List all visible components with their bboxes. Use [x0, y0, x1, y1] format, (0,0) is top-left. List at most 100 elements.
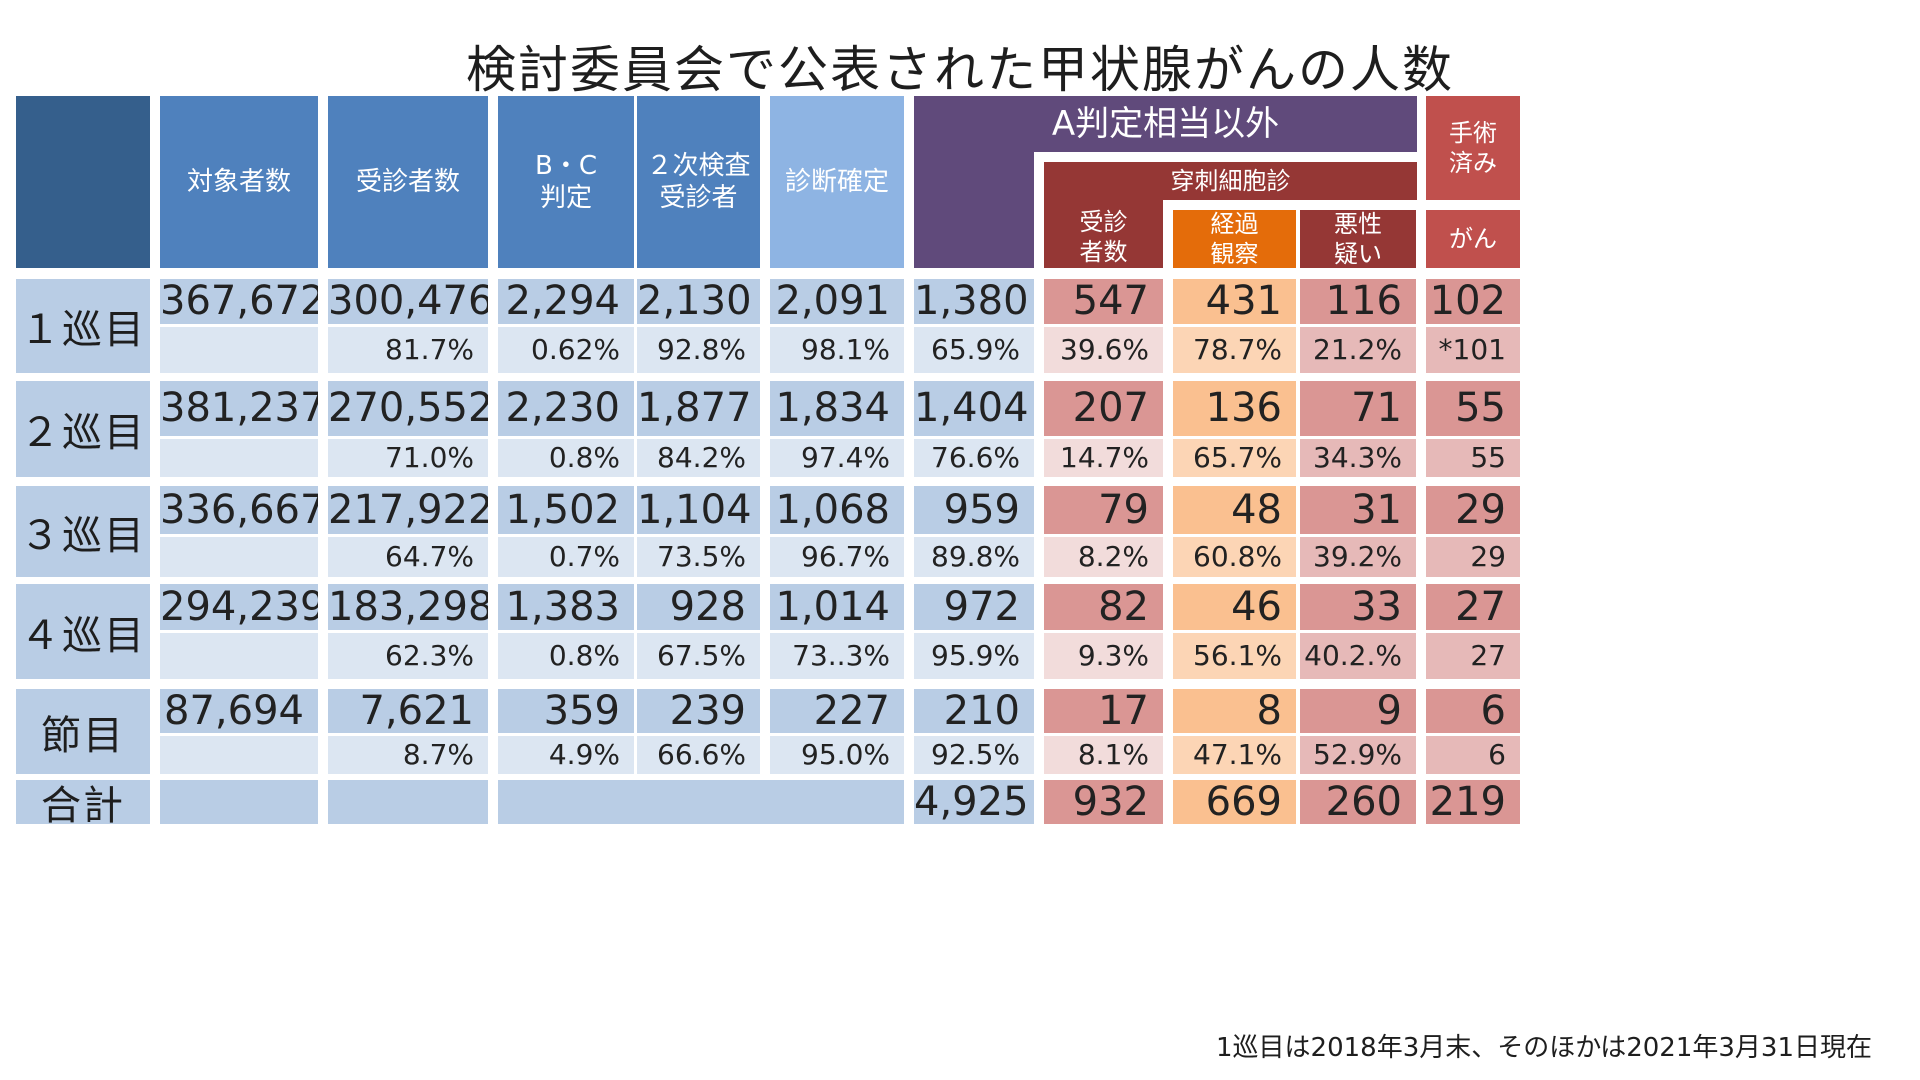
- header-second: ２次検査 受診者: [637, 96, 760, 268]
- rate-cell: 76.6%: [914, 439, 1034, 477]
- rate-cell: [160, 439, 318, 477]
- count-cell: 7,621: [328, 689, 488, 733]
- count-cell: 239: [637, 689, 760, 733]
- count-cell: 359: [498, 689, 634, 733]
- count-cell: 31: [1300, 486, 1416, 534]
- row-label: ３巡目: [16, 486, 150, 577]
- total-cell: 4,925: [914, 780, 1034, 824]
- header-observation: 経過 観察: [1173, 210, 1296, 268]
- count-cell: 294,239: [160, 584, 318, 630]
- total-cell: 669: [1173, 780, 1296, 824]
- rate-cell: 39.2%: [1300, 537, 1416, 577]
- header-surgery: 手術 済み: [1426, 96, 1520, 200]
- rate-cell: 96.7%: [770, 537, 904, 577]
- header-observation-label: 経過 観察: [1210, 210, 1259, 268]
- header-non-a-label: A判定相当以外: [1051, 103, 1280, 144]
- rate-cell: 73.5%: [637, 537, 760, 577]
- header-malignant-label: 悪性 疑い: [1334, 210, 1382, 268]
- rate-cell: 6: [1426, 736, 1520, 774]
- count-cell: 431: [1173, 279, 1296, 324]
- rate-cell: 67.5%: [637, 633, 760, 679]
- count-cell: 207: [1044, 381, 1163, 436]
- header-fna-band: [1044, 162, 1417, 200]
- rate-cell: 65.9%: [914, 327, 1034, 373]
- rate-cell: 39.6%: [1044, 327, 1163, 373]
- rate-cell: 95.0%: [770, 736, 904, 774]
- count-cell: 1,104: [637, 486, 760, 534]
- rate-cell: 78.7%: [1173, 327, 1296, 373]
- rate-cell: 0.8%: [498, 633, 634, 679]
- rate-cell: 52.9%: [1300, 736, 1416, 774]
- header-fna-examined-label: 受診 者数: [1079, 208, 1128, 266]
- count-cell: 27: [1426, 584, 1520, 630]
- header-bc-label: B・C 判定: [535, 150, 597, 214]
- rate-cell: 47.1%: [1173, 736, 1296, 774]
- rate-cell: 81.7%: [328, 327, 488, 373]
- total-cell: 932: [1044, 780, 1163, 824]
- count-cell: 1,834: [770, 381, 904, 436]
- rate-cell: 9.3%: [1044, 633, 1163, 679]
- rate-cell: 73..3%: [770, 633, 904, 679]
- rate-cell: 21.2%: [1300, 327, 1416, 373]
- rate-cell: 92.8%: [637, 327, 760, 373]
- count-cell: 336,667: [160, 486, 318, 534]
- count-cell: 1,877: [637, 381, 760, 436]
- count-cell: 1,380: [914, 279, 1034, 324]
- header-surgery-label: 手術 済み: [1449, 119, 1497, 177]
- count-cell: 1,502: [498, 486, 634, 534]
- rate-cell: 71.0%: [328, 439, 488, 477]
- rate-cell: 0.8%: [498, 439, 634, 477]
- rate-cell: [160, 537, 318, 577]
- total-label: 合計: [16, 780, 150, 824]
- header-diagnosis: 診断確定: [770, 96, 904, 268]
- header-bc: B・C 判定: [498, 96, 634, 268]
- count-cell: 9: [1300, 689, 1416, 733]
- total-cell: 219: [1426, 780, 1520, 824]
- rate-cell: 89.8%: [914, 537, 1034, 577]
- rate-cell: 8.2%: [1044, 537, 1163, 577]
- rate-cell: 62.3%: [328, 633, 488, 679]
- count-cell: 227: [770, 689, 904, 733]
- row-label: 節目: [16, 689, 150, 774]
- count-cell: 972: [914, 584, 1034, 630]
- header-malignant: 悪性 疑い: [1300, 210, 1416, 268]
- rate-cell: 0.7%: [498, 537, 634, 577]
- page-title: 検討委員会で公表された甲状腺がんの人数: [466, 41, 1454, 99]
- count-cell: 8: [1173, 689, 1296, 733]
- total-cell: [160, 780, 318, 824]
- count-cell: 1,404: [914, 381, 1034, 436]
- count-cell: 71: [1300, 381, 1416, 436]
- rate-cell: 60.8%: [1173, 537, 1296, 577]
- rate-cell: 95.9%: [914, 633, 1034, 679]
- count-cell: 82: [1044, 584, 1163, 630]
- row-label: ２巡目: [16, 381, 150, 477]
- row-label: １巡目: [16, 279, 150, 373]
- row-label: ４巡目: [16, 584, 150, 679]
- count-cell: 17: [1044, 689, 1163, 733]
- footnote: 1巡目は2018年3月末、そのほかは2021年3月31日現在: [1215, 1033, 1872, 1063]
- header-non-a-left: [914, 150, 1034, 268]
- corner-header: [16, 96, 150, 268]
- count-cell: 2,130: [637, 279, 760, 324]
- count-cell: 547: [1044, 279, 1163, 324]
- count-cell: 1,383: [498, 584, 634, 630]
- rate-cell: 56.1%: [1173, 633, 1296, 679]
- count-cell: 217,922: [328, 486, 488, 534]
- count-cell: 87,694: [160, 689, 318, 733]
- count-cell: 381,237: [160, 381, 318, 436]
- total-cell: 260: [1300, 780, 1416, 824]
- header-non-a: A判定相当以外: [914, 96, 1417, 152]
- header-target: 対象者数: [160, 96, 318, 268]
- rate-cell: 84.2%: [637, 439, 760, 477]
- rate-cell: 34.3%: [1300, 439, 1416, 477]
- count-cell: 367,672: [160, 279, 318, 324]
- count-cell: 300,476: [328, 279, 488, 324]
- count-cell: 102: [1426, 279, 1520, 324]
- rate-cell: 8.1%: [1044, 736, 1163, 774]
- header-fna-examined: 受診 者数: [1044, 206, 1163, 268]
- header-examined-label: 受診者数: [355, 166, 460, 197]
- header-cancer-label: がん: [1449, 225, 1497, 253]
- header-fna: 穿刺細胞診: [1044, 162, 1417, 200]
- count-cell: 1,068: [770, 486, 904, 534]
- rate-cell: [160, 736, 318, 774]
